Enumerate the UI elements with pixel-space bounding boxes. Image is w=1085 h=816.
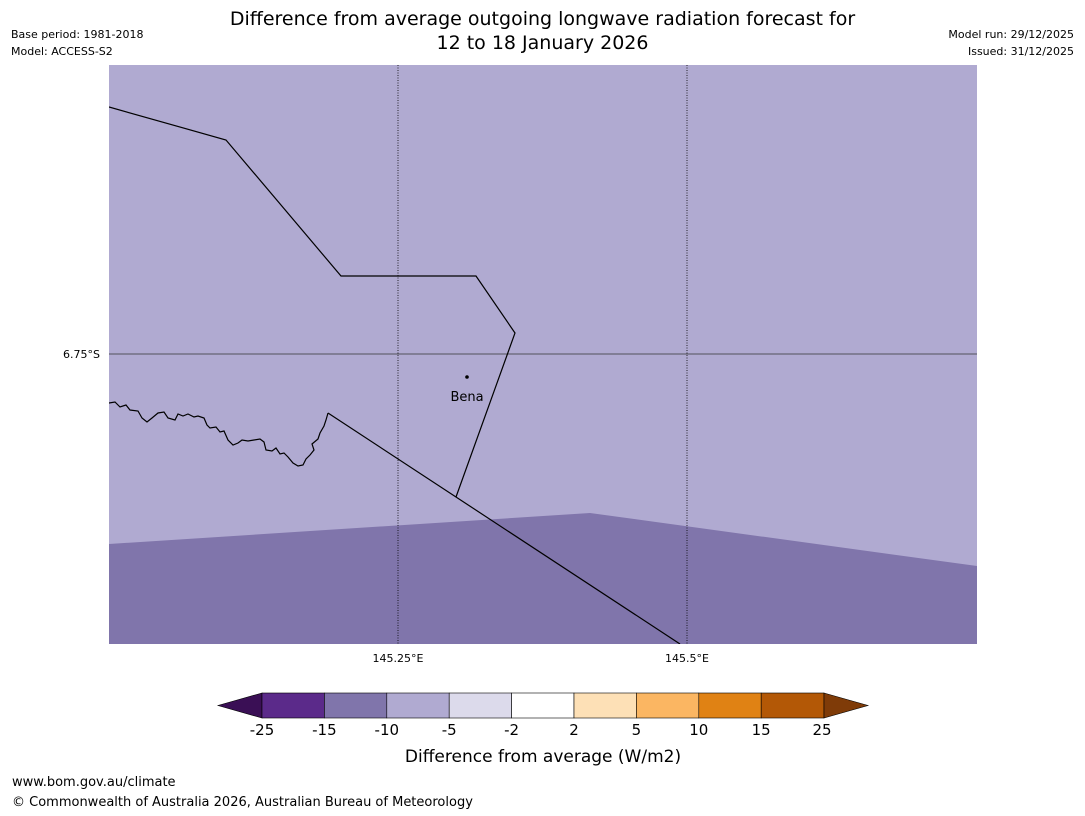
legend-bin-4 bbox=[448, 692, 512, 719]
lat-label: 6.75°S bbox=[63, 348, 100, 361]
legend-tick-8: 10 bbox=[689, 721, 708, 739]
issued-date: Issued: 31/12/2025 bbox=[967, 45, 1074, 58]
footer-copyright: © Commonwealth of Australia 2026, Austra… bbox=[12, 795, 473, 810]
province-border bbox=[109, 106, 516, 498]
bena-marker bbox=[465, 375, 469, 379]
title-line-1: Difference from average outgoing longwav… bbox=[229, 8, 856, 30]
lon-label-1: 145.25°E bbox=[373, 652, 424, 665]
legend-bin-5 bbox=[511, 692, 575, 719]
meta-right: Model run: 29/12/2025 Issued: 31/12/2025 bbox=[948, 26, 1074, 60]
legend-tick-4: -5 bbox=[442, 721, 457, 739]
footer-url: www.bom.gov.au/climate bbox=[12, 775, 176, 790]
legend-tick-2: -15 bbox=[312, 721, 337, 739]
legend-tick-10: 25 bbox=[812, 721, 831, 739]
province-border-2 bbox=[327, 412, 681, 644]
legend-bin-3 bbox=[386, 692, 450, 719]
legend-bin-2 bbox=[324, 692, 388, 719]
legend-bin-1 bbox=[261, 692, 325, 719]
meta-left: Base period: 1981-2018 Model: ACCESS-S2 bbox=[11, 26, 143, 60]
legend-bin-6 bbox=[573, 692, 637, 719]
river bbox=[109, 401, 329, 467]
legend-bin-8 bbox=[698, 692, 762, 719]
legend-bin-9 bbox=[760, 692, 825, 719]
legend-tick-5: -2 bbox=[504, 721, 519, 739]
legend-tick-7: 5 bbox=[632, 721, 642, 739]
legend-tick-9: 15 bbox=[752, 721, 771, 739]
legend-title: Difference from average (W/m2) bbox=[405, 747, 681, 767]
base-period: Base period: 1981-2018 bbox=[11, 28, 144, 41]
place-label: Bena bbox=[450, 390, 483, 405]
legend-colorbar: -25 -15 -10 -5 -2 2 5 10 15 25 Differenc… bbox=[216, 692, 870, 767]
model-run: Model run: 29/12/2025 bbox=[948, 28, 1074, 41]
legend-tick-1: -25 bbox=[250, 721, 275, 739]
legend-extend-high bbox=[823, 692, 870, 719]
lon-label-2: 145.5°E bbox=[665, 652, 709, 665]
title-line-2: 12 to 18 January 2026 bbox=[436, 32, 649, 54]
model-name: Model: ACCESS-S2 bbox=[11, 45, 113, 58]
region-dark bbox=[109, 513, 977, 644]
legend-bin-7 bbox=[636, 692, 700, 719]
legend-tick-3: -10 bbox=[375, 721, 400, 739]
page-title: Difference from average outgoing longwav… bbox=[0, 7, 1085, 55]
legend-tick-6: 2 bbox=[569, 721, 579, 739]
legend-extend-low bbox=[216, 692, 263, 719]
